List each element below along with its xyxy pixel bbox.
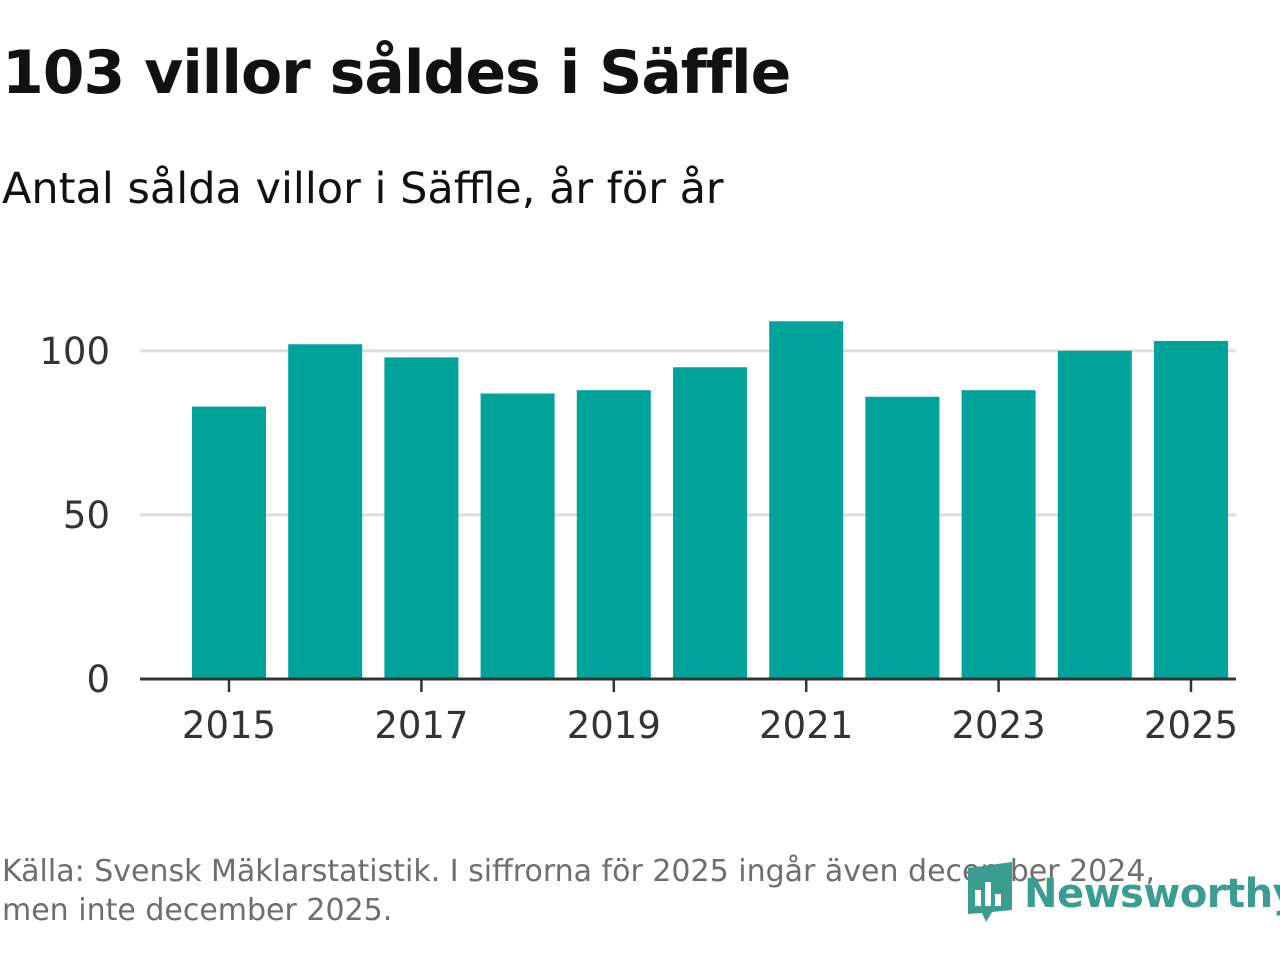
y-tick-label-0: 0 <box>86 658 110 701</box>
bar-2020 <box>673 367 747 679</box>
x-tick-label-2019: 2019 <box>567 704 661 747</box>
y-tick-label-50: 50 <box>63 494 110 537</box>
bar-2023 <box>961 390 1036 679</box>
x-tick-label-2025: 2025 <box>1144 704 1238 747</box>
x-tick-label-2023: 2023 <box>952 704 1046 747</box>
bar-2016 <box>288 344 363 679</box>
chart-title: 103 villor såldes i Säffle <box>2 38 791 108</box>
newsworthy-logo: Newsworthy <box>964 862 1280 926</box>
bar-chart: 0 50 100 2015 2017 2019 2021 2023 2025 <box>39 321 1238 747</box>
bar-2021 <box>769 321 844 679</box>
newsworthy-logo-icon <box>964 860 1016 928</box>
x-tick-label-2015: 2015 <box>182 704 276 747</box>
chart-subtitle: Antal sålda villor i Säffle, år för år <box>2 164 724 214</box>
x-tick-label-2021: 2021 <box>759 704 853 747</box>
bar-2018 <box>480 393 555 679</box>
bar-2024 <box>1057 350 1132 679</box>
bar-2022 <box>865 396 940 679</box>
bar-2019 <box>576 390 651 679</box>
bar-2025 <box>1154 340 1228 679</box>
logo-text: Newsworthy <box>1024 871 1280 917</box>
bar-2015 <box>192 406 266 679</box>
x-tick-label-2017: 2017 <box>374 704 468 747</box>
bar-2017 <box>384 357 459 679</box>
source-note: Källa: Svensk Mäklarstatistik. I siffror… <box>2 854 1155 928</box>
y-tick-label-100: 100 <box>39 330 110 373</box>
